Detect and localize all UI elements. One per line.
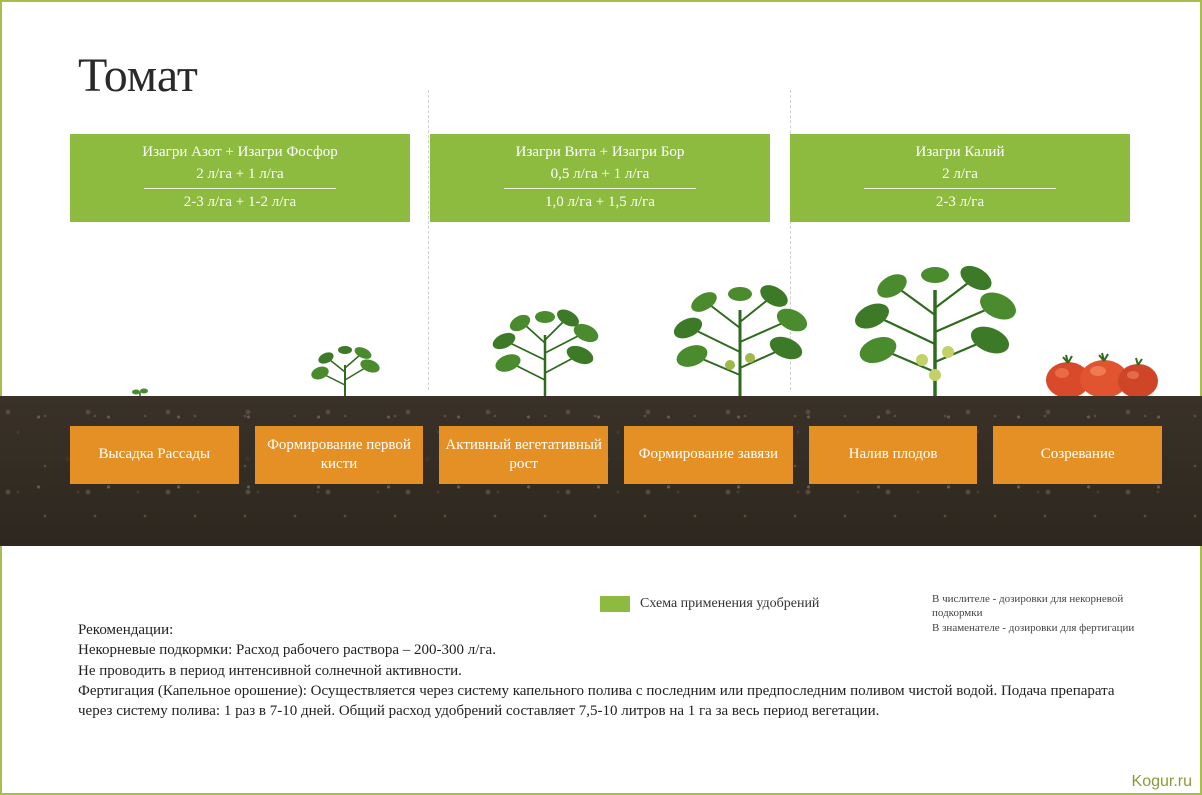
stage-row: Высадка Рассады Формирование первой кист…	[70, 426, 1162, 484]
stage-box-3: Формирование завязи	[624, 426, 793, 484]
plant-stage-4	[840, 260, 1030, 400]
dosage-rate-bottom: 2-3 л/га	[800, 192, 1120, 212]
stage-box-0: Высадка Рассады	[70, 426, 239, 484]
plant-illustration-row	[0, 260, 1202, 400]
dosage-divider-line	[504, 188, 696, 189]
page-title: Томат	[78, 48, 198, 103]
recs-heading: Рекомендации:	[78, 620, 1152, 640]
stage-box-2: Активный вегетативный рост	[439, 426, 608, 484]
dosage-row: Изагри Азот + Изагри Фосфор 2 л/га + 1 л…	[70, 134, 1162, 222]
dosage-divider-line	[864, 188, 1056, 189]
legend-swatch	[600, 596, 630, 612]
dosage-products: Изагри Вита + Изагри Бор	[440, 142, 760, 162]
legend-text: Схема применения удобрений	[640, 596, 819, 612]
footnote-line1: В числителе - дозировки для некорневой п…	[932, 592, 1162, 621]
stage-box-1: Формирование первой кисти	[255, 426, 424, 484]
attribution: Kogur.ru	[1132, 773, 1192, 791]
legend: Схема применения удобрений	[600, 596, 819, 612]
stage-box-5: Созревание	[993, 426, 1162, 484]
recs-line1: Некорневые подкормки: Расход рабочего ра…	[78, 640, 1152, 660]
dosage-rate-bottom: 1,0 л/га + 1,5 л/га	[440, 192, 760, 212]
plant-stage-3	[660, 280, 820, 400]
dosage-rate-top: 0,5 л/га + 1 л/га	[440, 164, 760, 184]
dosage-box-0: Изагри Азот + Изагри Фосфор 2 л/га + 1 л…	[70, 134, 410, 222]
stage-box-4: Налив плодов	[809, 426, 978, 484]
plant-stage-1	[300, 340, 390, 400]
dosage-products: Изагри Азот + Изагри Фосфор	[80, 142, 400, 162]
dosage-divider-line	[144, 188, 336, 189]
dosage-rate-top: 2 л/га + 1 л/га	[80, 164, 400, 184]
dosage-box-1: Изагри Вита + Изагри Бор 0,5 л/га + 1 л/…	[430, 134, 770, 222]
recs-line3: Фертигация (Капельное орошение): Осущест…	[78, 681, 1152, 722]
dosage-box-2: Изагри Калий 2 л/га 2-3 л/га	[790, 134, 1130, 222]
recs-line2: Не проводить в период интенсивной солнеч…	[78, 661, 1152, 681]
recommendations: Рекомендации: Некорневые подкормки: Расх…	[78, 620, 1152, 721]
dosage-rate-bottom: 2-3 л/га + 1-2 л/га	[80, 192, 400, 212]
dosage-rate-top: 2 л/га	[800, 164, 1120, 184]
plant-stage-2	[480, 305, 610, 400]
dosage-products: Изагри Калий	[800, 142, 1120, 162]
ripe-tomatoes-icon	[1040, 345, 1160, 400]
